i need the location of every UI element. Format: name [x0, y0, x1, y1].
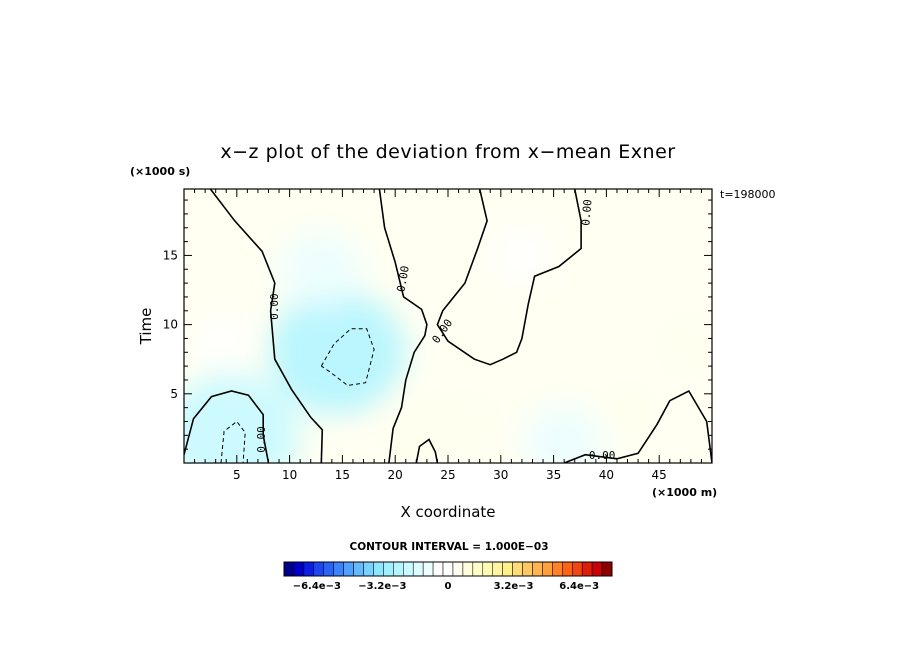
colorbar-swatch: [422, 561, 434, 577]
colorbar-swatch: [373, 561, 384, 577]
y-axis-label: Time: [137, 308, 155, 346]
colorbar-swatch: [482, 561, 493, 577]
colorbar-swatch: [532, 561, 543, 577]
contour-lines: [184, 189, 712, 463]
time-label: t=198000: [720, 188, 776, 201]
contour-interval-text: CONTOUR INTERVAL = 1.000E−03: [349, 541, 548, 553]
colorbar-swatch: [542, 561, 553, 577]
colorbar-tick-label: 0: [445, 581, 452, 592]
field-anomaly-5: [522, 404, 606, 463]
x-tick-label: 45: [652, 468, 667, 482]
colorbar-swatch: [472, 561, 484, 577]
colorbar-swatch: [462, 561, 474, 577]
zero-contour-1: [209, 189, 324, 463]
colorbar-swatch: [293, 561, 305, 577]
field-anomaly-9: [378, 394, 454, 463]
negative-contour-1: [220, 420, 246, 463]
negative-contour-0: [320, 328, 375, 387]
x-tick-label: 35: [546, 468, 561, 482]
colorbar-swatch: [591, 561, 603, 577]
colorbar-swatch: [353, 561, 364, 577]
colorbar-swatch: [562, 561, 573, 577]
y-tick-label: 15: [163, 248, 178, 262]
field-anomaly-2: [279, 231, 364, 308]
y-tick-label: 5: [170, 387, 178, 401]
colorbar-swatch: [283, 561, 295, 577]
x-tick-label: 25: [440, 468, 455, 482]
colorbar-swatch: [363, 561, 374, 577]
zero-contour-0: [184, 390, 270, 463]
colorbar-swatch: [552, 561, 563, 577]
x-tick-label: 10: [282, 468, 297, 482]
colorbar-swatch: [512, 561, 523, 577]
field-anomaly-6: [491, 227, 553, 284]
zero-contour-4: [563, 389, 712, 463]
colorbar-swatch: [333, 561, 344, 577]
colorbar-tick-label: −3.2e−3: [358, 581, 406, 592]
chart-title: x−z plot of the deviation from x−mean Ex…: [220, 141, 675, 163]
colorbar-tick-labels: −6.4e−3 −3.2e−3 0 3.2e−3 6.4e−3: [293, 581, 599, 592]
shaded-field: [184, 227, 712, 463]
y-scale-label: (×1000 s): [130, 165, 190, 178]
y-tick-label: 10: [163, 318, 178, 332]
zero-contour-5: [415, 438, 439, 463]
colorbar: [283, 561, 613, 577]
colorbar-swatch: [571, 561, 583, 577]
colorbar-tick-label: −6.4e−3: [293, 581, 341, 592]
contour-label-0: 0.00: [268, 293, 281, 320]
x-tick-label: 15: [335, 468, 350, 482]
colorbar-swatch: [393, 561, 404, 577]
contour-labels: 0.000.000.000.000.000.00: [255, 199, 615, 462]
field-anomaly-7: [596, 386, 659, 443]
x-axis-label: X coordinate: [400, 503, 495, 521]
zero-contour-3: [436, 189, 582, 366]
colorbar-swatch: [492, 561, 503, 577]
x-tick-label: 20: [388, 468, 403, 482]
colorbar-swatch: [313, 561, 325, 577]
contour-label-2: 0.00: [394, 265, 411, 293]
colorbar-swatch: [343, 561, 354, 577]
zero-contour-2: [378, 189, 428, 463]
x-axis: 5 10 15 20 25 30 35 40 45: [194, 189, 702, 482]
x-tick-label: 30: [493, 468, 508, 482]
colorbar-swatch: [412, 561, 424, 577]
colorbar-swatch: [432, 561, 444, 577]
colorbar-swatch: [323, 561, 334, 577]
x-scale-label: (×1000 m): [652, 486, 717, 499]
x-tick-label: 5: [233, 468, 241, 482]
colorbar-swatch: [403, 561, 414, 577]
colorbar-swatch: [502, 561, 513, 577]
x-tick-label: 40: [599, 468, 614, 482]
colorbar-swatch: [601, 561, 613, 577]
colorbar-swatch: [303, 561, 315, 577]
contour-label-1: 0.00: [255, 426, 268, 453]
colorbar-frame: [283, 561, 613, 577]
contour-label-4: 0.00: [579, 199, 594, 227]
colorbar-swatch: [383, 561, 394, 577]
colorbar-swatch: [522, 561, 533, 577]
colorbar-swatch: [442, 561, 454, 577]
colorbar-swatch: [452, 561, 464, 577]
field-anomaly-8: [660, 317, 712, 374]
colorbar-swatch: [581, 561, 593, 577]
field-anomaly-1: [268, 290, 406, 415]
colorbar-tick-label: 3.2e−3: [494, 581, 534, 592]
colorbar-tick-label: 6.4e−3: [559, 581, 599, 592]
field-anomaly-4: [436, 398, 503, 459]
y-axis: 5 10 15: [163, 199, 712, 450]
field-anomaly-0: [192, 315, 250, 368]
contour-label-5: 0.00: [589, 449, 616, 462]
